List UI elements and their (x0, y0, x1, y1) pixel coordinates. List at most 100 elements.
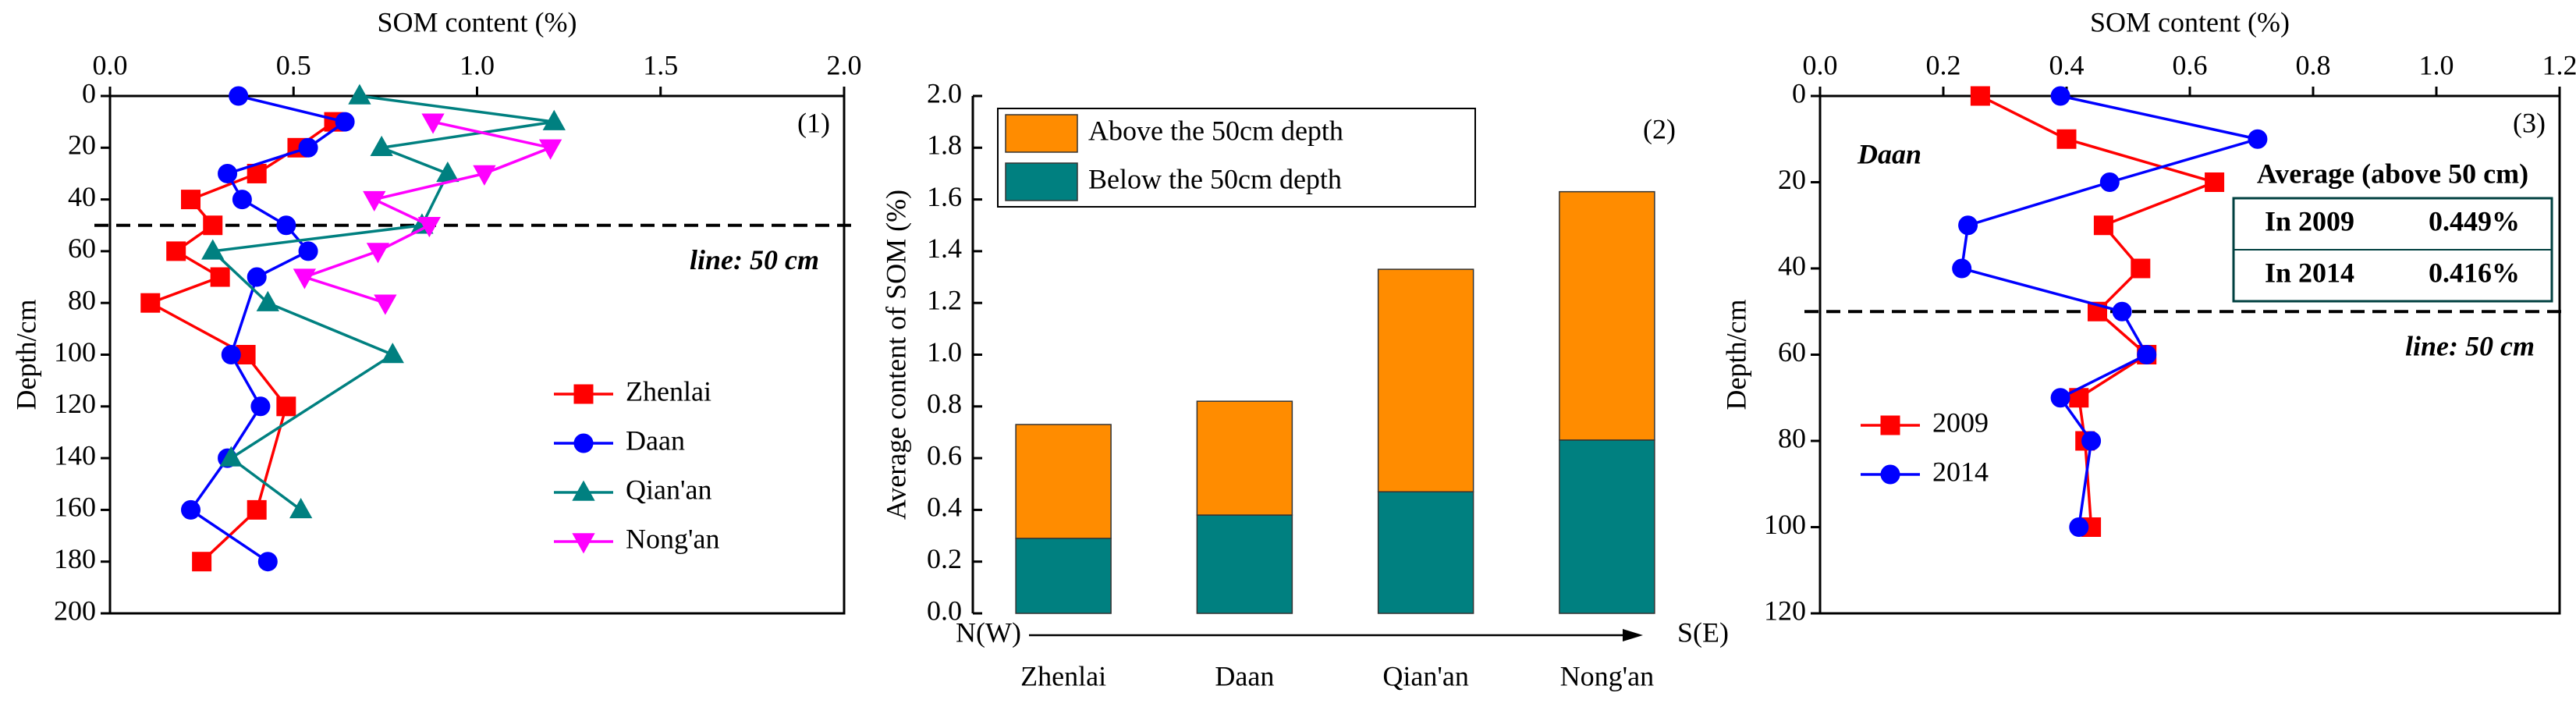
axis-start-label: N(W) (956, 616, 1021, 648)
legend-marker (572, 533, 595, 554)
y-tick-label: 140 (54, 439, 96, 471)
x-axis-title: SOM content (%) (378, 6, 577, 37)
marker (293, 268, 317, 290)
marker (221, 345, 241, 364)
reference-label: line: 50 cm (690, 244, 819, 275)
marker (298, 137, 318, 158)
marker (335, 112, 355, 132)
reference-label: line: 50 cm (2405, 331, 2535, 362)
marker (2050, 388, 2070, 408)
marker (2137, 345, 2157, 364)
series-line (300, 120, 555, 304)
legend-label: Nong'an (626, 523, 719, 554)
marker (2099, 172, 2120, 192)
marker (2112, 301, 2132, 322)
x-tick-label: 1.2 (2542, 49, 2576, 80)
y-tick-label: 120 (54, 388, 96, 419)
marker (257, 552, 278, 572)
marker (218, 163, 238, 183)
legend-marker (572, 480, 595, 501)
legend-label: 2014 (1932, 456, 1989, 487)
summary-cell: In 2009 (2265, 205, 2354, 236)
arrow-head (1623, 629, 1643, 641)
x-tick-label: Qian'an (1382, 660, 1468, 691)
x-tick-label: Nong'an (1560, 660, 1654, 691)
marker (2205, 172, 2225, 192)
bar-segment (1559, 190, 1655, 441)
x-tick-label: 0.0 (93, 49, 128, 80)
panel-label: (3) (2513, 107, 2546, 138)
y-tick-label: 40 (68, 181, 96, 212)
legend-marker (573, 433, 594, 453)
y-tick-label: 40 (1778, 250, 1806, 281)
axis-end-label: S(E) (1677, 616, 1729, 648)
y-tick-label: 160 (54, 492, 96, 523)
marker (370, 135, 393, 156)
legend-label: Zhenlai (626, 375, 711, 407)
marker (1970, 86, 1990, 106)
y-tick-label: 200 (54, 595, 96, 626)
marker (348, 83, 371, 105)
marker (181, 499, 201, 520)
marker (2131, 258, 2151, 279)
marker (2056, 129, 2077, 149)
y-tick-label: 1.6 (927, 181, 962, 212)
summary-title: Average (above 50 cm) (2257, 158, 2528, 189)
marker (289, 497, 313, 519)
marker (381, 343, 404, 364)
panel-label: (1) (797, 107, 830, 138)
y-tick-label: 1.2 (927, 284, 962, 315)
legend-label: Above the 50cm depth (1088, 115, 1343, 146)
legend-swatch (1005, 114, 1078, 153)
marker (2050, 86, 2070, 106)
y-axis-title: Depth/cm (1720, 300, 1751, 410)
x-tick-label: 0.6 (2173, 49, 2208, 80)
x-tick-label: 1.0 (459, 49, 495, 80)
y-tick-label: 1.8 (927, 130, 962, 161)
x-axis-title: SOM content (%) (2090, 6, 2290, 37)
marker (247, 267, 267, 287)
marker (256, 290, 279, 311)
marker (210, 267, 230, 287)
y-tick-label: 0.8 (927, 388, 962, 419)
series-line (1979, 94, 2219, 528)
marker (276, 215, 296, 236)
legend-label: Qian'an (626, 474, 711, 505)
y-tick-label: 80 (1778, 422, 1806, 453)
y-tick-label: 20 (68, 130, 96, 161)
legend-marker (573, 384, 594, 404)
bar-segment (1377, 491, 1474, 614)
x-tick-label: Zhenlai (1020, 660, 1106, 691)
marker (538, 139, 562, 160)
x-tick-label: 0.4 (2049, 49, 2085, 80)
y-tick-label: 2.0 (927, 77, 962, 108)
y-tick-label: 1.4 (927, 233, 962, 264)
marker (2081, 431, 2102, 451)
marker (298, 241, 318, 261)
marker (276, 396, 296, 417)
marker (166, 241, 186, 261)
legend-label: Daan (626, 425, 685, 456)
y-tick-label: 60 (68, 233, 96, 264)
y-tick-label: 20 (1778, 164, 1806, 195)
bar-segment (1559, 439, 1655, 614)
marker (366, 243, 390, 264)
marker (192, 552, 212, 572)
series-line (209, 94, 555, 511)
y-tick-label: 1.0 (927, 336, 962, 368)
x-tick-label: 0.5 (276, 49, 311, 80)
y-tick-label: 180 (54, 543, 96, 574)
y-tick-label: 0 (1792, 77, 1806, 108)
x-tick-label: 0.8 (2296, 49, 2331, 80)
legend-marker (1880, 415, 1900, 435)
marker (473, 165, 496, 186)
marker (181, 190, 201, 210)
x-tick-label: 1.0 (2419, 49, 2454, 80)
x-tick-label: 0.2 (1926, 49, 1961, 80)
marker (203, 215, 223, 236)
y-tick-label: 100 (1764, 509, 1806, 540)
marker (229, 86, 249, 106)
y-axis-title: Average content of SOM (%) (880, 190, 911, 520)
legend-label: Below the 50cm depth (1088, 163, 1342, 194)
